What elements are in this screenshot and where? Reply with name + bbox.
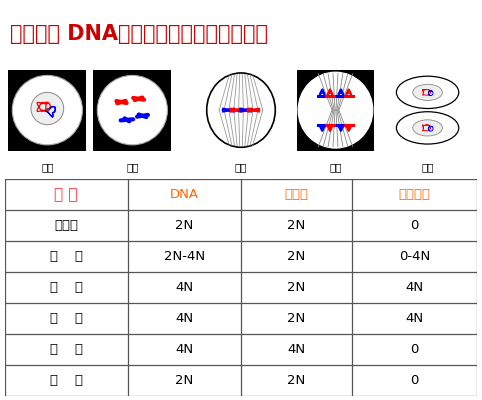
Text: 0: 0: [410, 219, 419, 232]
Text: 末    期: 末 期: [50, 374, 83, 387]
Text: 2N-4N: 2N-4N: [164, 250, 205, 263]
Text: 后    期: 后 期: [50, 343, 83, 356]
Text: 2N: 2N: [287, 250, 306, 263]
Text: 末期: 末期: [421, 162, 434, 172]
Text: 中    期: 中 期: [50, 312, 83, 325]
Text: 有丝分裂 DNA、染色体、染色单体的变化: 有丝分裂 DNA、染色体、染色单体的变化: [10, 24, 268, 44]
Text: 染色体: 染色体: [284, 188, 308, 201]
Text: 0: 0: [410, 343, 419, 356]
Text: 4N: 4N: [175, 312, 193, 325]
Ellipse shape: [298, 72, 373, 148]
Text: 4N: 4N: [405, 281, 424, 294]
Text: 前期: 前期: [126, 162, 139, 172]
Text: 时 期: 时 期: [54, 187, 78, 202]
Text: 2N: 2N: [287, 374, 306, 387]
Text: 2N: 2N: [175, 374, 193, 387]
Text: 4N: 4N: [405, 312, 424, 325]
Bar: [94, 70, 171, 150]
Text: 0-4N: 0-4N: [399, 250, 430, 263]
Text: 4N: 4N: [175, 281, 193, 294]
Ellipse shape: [396, 112, 459, 144]
Bar: [202, 70, 280, 150]
Text: 体细胞: 体细胞: [54, 219, 78, 232]
Bar: [388, 70, 467, 150]
Bar: [296, 70, 375, 150]
Text: 4N: 4N: [287, 343, 306, 356]
Text: 中期: 中期: [235, 162, 247, 172]
Text: 前    期: 前 期: [50, 281, 83, 294]
Text: 2N: 2N: [287, 219, 306, 232]
Ellipse shape: [413, 84, 442, 100]
Text: 间期: 间期: [41, 162, 54, 172]
Ellipse shape: [396, 76, 459, 108]
Ellipse shape: [12, 75, 82, 145]
Ellipse shape: [207, 73, 275, 147]
Text: 染色单体: 染色单体: [399, 188, 430, 201]
Text: 2N: 2N: [287, 281, 306, 294]
Ellipse shape: [31, 92, 64, 125]
Text: 0: 0: [410, 374, 419, 387]
Text: 4N: 4N: [175, 343, 193, 356]
Bar: [8, 70, 86, 150]
Ellipse shape: [413, 120, 442, 136]
Ellipse shape: [97, 75, 167, 145]
Text: DNA: DNA: [170, 188, 199, 201]
Text: 后期: 后期: [329, 162, 342, 172]
Text: 2N: 2N: [175, 219, 193, 232]
Text: 间    期: 间 期: [50, 250, 83, 263]
Text: 2N: 2N: [287, 312, 306, 325]
